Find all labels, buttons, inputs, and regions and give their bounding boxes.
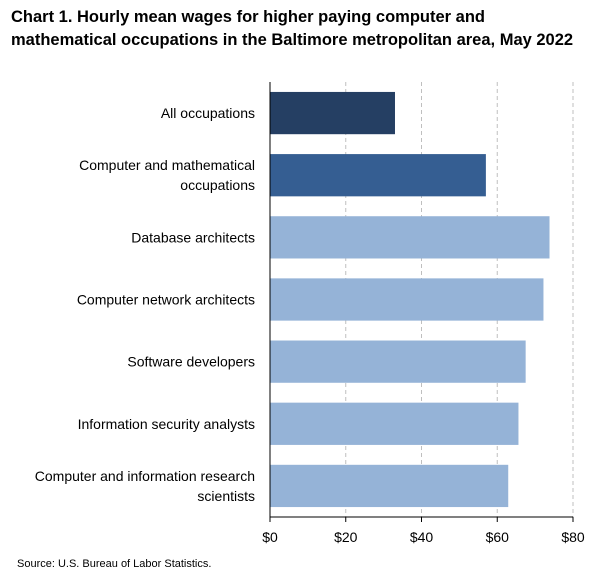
category-label: Database architects xyxy=(131,229,255,245)
x-tick-label: $0 xyxy=(262,529,278,545)
category-label: Computer network architects xyxy=(77,292,255,308)
x-tick-label: $20 xyxy=(334,529,358,545)
bar xyxy=(270,91,395,135)
bar xyxy=(270,278,544,321)
source-note: Source: U.S. Bureau of Labor Statistics. xyxy=(17,558,212,570)
bar xyxy=(270,340,526,383)
bar xyxy=(270,464,509,508)
category-label: occupations xyxy=(180,177,255,193)
category-label: Computer and information research xyxy=(35,468,255,484)
category-labels: All occupations Computer and mathematical… xyxy=(35,105,255,504)
chart-title: Chart 1. Hourly mean wages for higher pa… xyxy=(11,8,574,49)
x-tick-label: $60 xyxy=(486,529,510,545)
category-label: Software developers xyxy=(127,354,255,370)
category-label: All occupations xyxy=(161,105,255,121)
bar xyxy=(270,154,486,197)
x-axis: $0 $20 $40 $60 $80 xyxy=(262,82,585,545)
x-tick-label: $40 xyxy=(410,529,434,545)
category-label: scientists xyxy=(197,488,255,504)
bar xyxy=(270,402,519,445)
bar xyxy=(270,216,550,259)
category-label: Computer and mathematical xyxy=(79,157,255,173)
category-label: Information security analysts xyxy=(78,416,255,432)
x-tick-label: $80 xyxy=(561,529,585,545)
bars xyxy=(270,91,550,508)
